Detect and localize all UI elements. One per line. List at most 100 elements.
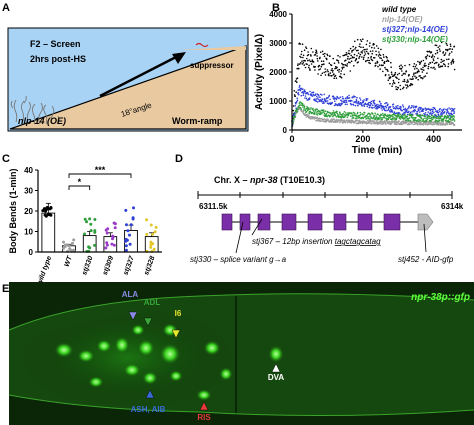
data-point: [380, 114, 383, 116]
data-point: [370, 55, 373, 58]
data-point: [403, 78, 406, 81]
series-3: [291, 101, 456, 128]
data-point: [356, 96, 358, 99]
data-point: [323, 71, 326, 74]
data-point: [337, 120, 339, 123]
data-point: [441, 60, 444, 63]
data-point: [294, 104, 297, 107]
data-point: [359, 111, 362, 114]
data-point: [402, 104, 404, 106]
data-point: [292, 122, 295, 124]
data-point: [445, 119, 447, 122]
data-point: [368, 112, 371, 115]
data-point: [360, 40, 363, 43]
data-point: [366, 105, 369, 108]
data-point: [336, 113, 339, 115]
data-point: [409, 123, 411, 125]
series-2: [291, 84, 456, 127]
data-point: [371, 123, 373, 125]
data-point: [305, 46, 307, 48]
data-point: [375, 45, 378, 47]
hs-text: 2hrs post-HS: [30, 54, 86, 64]
data-point: [414, 105, 416, 108]
data-point: [346, 65, 348, 67]
data-point: [49, 213, 53, 217]
data-point: [401, 66, 404, 68]
data-point: [384, 105, 387, 108]
data-point: [451, 113, 454, 116]
data-point: [417, 60, 419, 63]
data-point: [377, 122, 380, 125]
data-point: [306, 57, 308, 60]
data-point: [359, 97, 361, 99]
data-point: [401, 70, 403, 72]
data-point: [443, 111, 446, 113]
data-point: [356, 38, 359, 41]
data-point: [338, 71, 340, 73]
data-point: [374, 64, 377, 67]
data-point: [430, 116, 433, 119]
data-point: [372, 117, 375, 119]
data-point: [355, 115, 358, 118]
data-point: [365, 118, 367, 120]
data-point: [450, 61, 452, 64]
body-bends-chart: wild type WT stj330 stj309 stj327 stj328 0 10 20…: [8, 165, 162, 294]
data-point: [364, 53, 367, 55]
data-point: [450, 51, 453, 53]
data-point: [311, 111, 314, 114]
neuron-arrow-icon: [271, 363, 281, 373]
data-point: [416, 110, 419, 113]
data-point: [418, 106, 421, 109]
data-point: [339, 56, 341, 58]
data-point: [400, 64, 402, 66]
data-point: [427, 51, 429, 53]
data-point: [446, 114, 449, 117]
data-point: [370, 57, 372, 59]
data-point: [351, 100, 353, 102]
data-point: [356, 117, 358, 120]
data-point: [417, 120, 419, 122]
data-point: [448, 54, 450, 56]
y-tick-label: 3000: [269, 39, 287, 48]
data-point: [425, 64, 427, 67]
data-point: [294, 113, 296, 115]
data-point: [303, 104, 305, 106]
data-point: [386, 109, 388, 112]
data-point: [376, 118, 379, 121]
data-point: [327, 118, 329, 121]
data-point: [385, 102, 388, 104]
neuron-label: I6: [175, 309, 182, 318]
data-point: [320, 65, 323, 68]
data-point: [319, 68, 322, 70]
data-point: [414, 65, 417, 68]
data-point: [302, 110, 305, 113]
data-point: [315, 98, 317, 100]
data-point: [145, 218, 149, 222]
data-point: [451, 116, 453, 119]
data-point: [352, 96, 354, 99]
data-point: [385, 60, 388, 63]
neuron-label: DVA: [268, 373, 285, 382]
data-point: [333, 73, 335, 75]
data-point: [44, 214, 48, 218]
data-point: [444, 53, 446, 56]
data-point: [383, 62, 386, 64]
data-point: [341, 66, 344, 69]
data-point: [406, 113, 409, 116]
data-point: [405, 70, 408, 72]
data-point: [378, 106, 381, 109]
panel-b: B 0 1000 2000 3000 4000 0 200 400 Time (min) Acti…: [254, 2, 462, 156]
data-point: [355, 49, 358, 52]
data-point: [305, 110, 308, 113]
data-point: [372, 120, 374, 122]
screen-text: F2 – Screen: [30, 39, 81, 49]
data-point: [417, 69, 420, 71]
data-point: [307, 51, 309, 53]
data-point: [105, 231, 109, 235]
data-point: [422, 110, 424, 112]
bar: [41, 212, 56, 253]
data-point: [126, 229, 130, 233]
data-point: [429, 50, 431, 53]
data-point: [88, 217, 92, 221]
data-point: [366, 113, 369, 116]
